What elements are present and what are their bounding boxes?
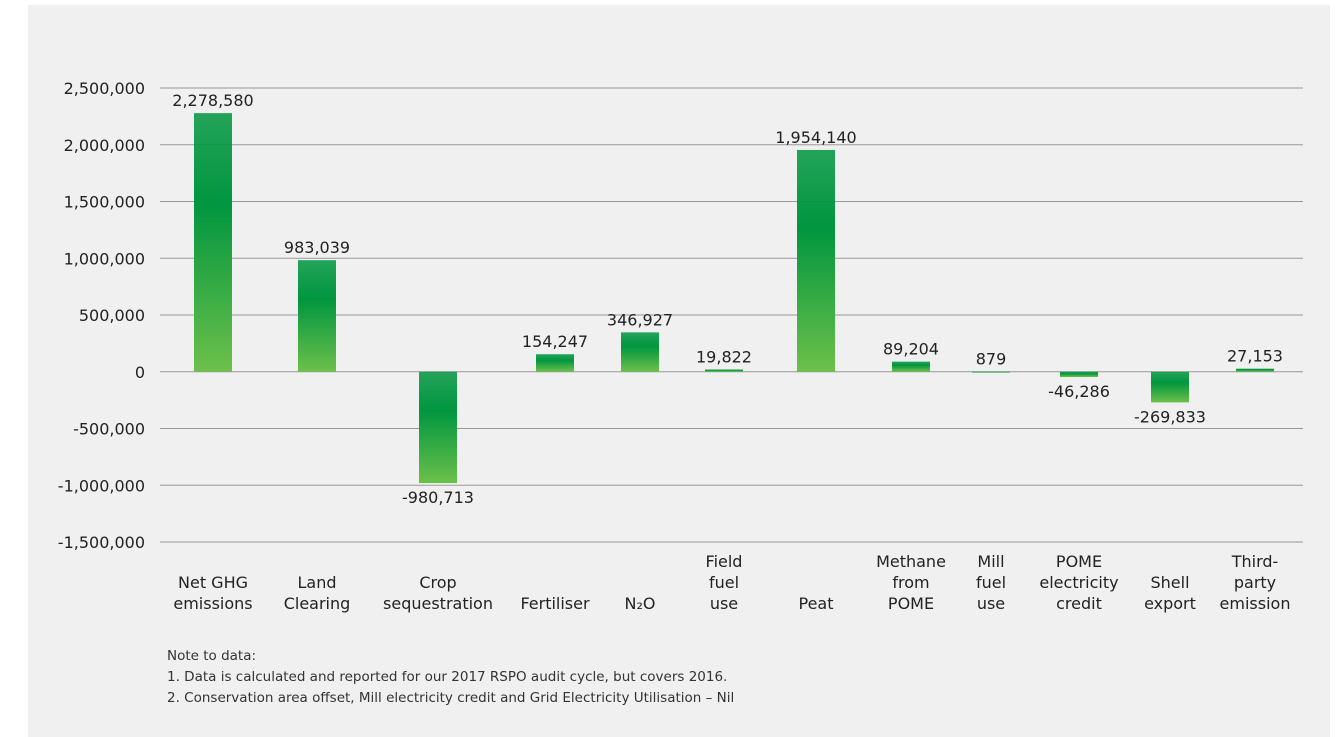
y-tick-label: -1,500,000: [58, 533, 145, 552]
bar: [1151, 371, 1189, 403]
x-tick-label: party: [1234, 573, 1276, 592]
value-label: 983,039: [284, 238, 350, 257]
x-tick-label: Clearing: [284, 594, 351, 613]
value-label: 27,153: [1227, 347, 1283, 366]
y-tick-label: 0: [135, 363, 145, 382]
bar: [705, 369, 743, 372]
y-tick-label: 2,000,000: [64, 136, 145, 155]
bar: [194, 113, 232, 372]
value-label: -46,286: [1048, 382, 1110, 401]
note: 1. Data is calculated and reported for o…: [167, 669, 727, 685]
x-tick-label: Third-: [1231, 552, 1279, 571]
panel: [28, 5, 1330, 737]
value-label: 89,204: [883, 340, 939, 359]
y-tick-label: -500,000: [73, 420, 145, 439]
x-tick-label: electricity: [1039, 573, 1118, 592]
value-label: 1,954,140: [775, 128, 856, 147]
note: Note to data:: [167, 648, 256, 664]
x-tick-label: Methane: [876, 552, 946, 571]
y-tick-label: 2,500,000: [64, 79, 145, 98]
x-tick-label: use: [977, 594, 1005, 613]
x-tick-label: from: [892, 573, 929, 592]
x-tick-label: Crop: [419, 573, 456, 592]
x-tick-label: sequestration: [383, 594, 493, 613]
bar: [892, 361, 930, 372]
x-tick-label: N₂O: [625, 594, 656, 613]
x-tick-label: export: [1144, 594, 1196, 613]
y-tick-label: 1,000,000: [64, 249, 145, 268]
bar: [298, 260, 336, 372]
x-tick-label: Fertiliser: [520, 594, 590, 613]
bar: [1060, 371, 1098, 378]
x-tick-label: use: [710, 594, 738, 613]
value-label: -980,713: [402, 488, 474, 507]
x-tick-label: Land: [297, 573, 336, 592]
y-tick-label: 1,500,000: [64, 193, 145, 212]
note: 2. Conservation area offset, Mill electr…: [167, 690, 734, 706]
x-tick-label: Shell: [1150, 573, 1189, 592]
value-label: 154,247: [522, 332, 588, 351]
bar: [972, 371, 1010, 373]
value-label: -269,833: [1134, 407, 1206, 426]
value-label: 2,278,580: [172, 91, 253, 110]
value-label: 19,822: [696, 348, 752, 367]
bar: [1236, 368, 1274, 372]
x-tick-label: POME: [888, 594, 934, 613]
bar: [419, 371, 457, 484]
x-tick-label: credit: [1056, 594, 1102, 613]
x-tick-label: Mill: [977, 552, 1004, 571]
x-tick-label: emission: [1220, 594, 1291, 613]
x-tick-label: Net GHG: [178, 573, 248, 592]
y-tick-label: -1,000,000: [58, 476, 145, 495]
x-tick-label: fuel: [709, 573, 739, 592]
bar: [797, 149, 835, 372]
x-tick-label: Field: [706, 552, 743, 571]
x-tick-label: Peat: [799, 594, 834, 613]
value-label: 346,927: [607, 310, 673, 329]
x-tick-label: emissions: [173, 594, 252, 613]
value-label: 879: [976, 350, 1007, 369]
y-tick-label: 500,000: [79, 306, 145, 325]
bar: [536, 354, 574, 372]
bar: [621, 332, 659, 372]
x-tick-label: fuel: [976, 573, 1006, 592]
x-tick-label: POME: [1056, 552, 1102, 571]
